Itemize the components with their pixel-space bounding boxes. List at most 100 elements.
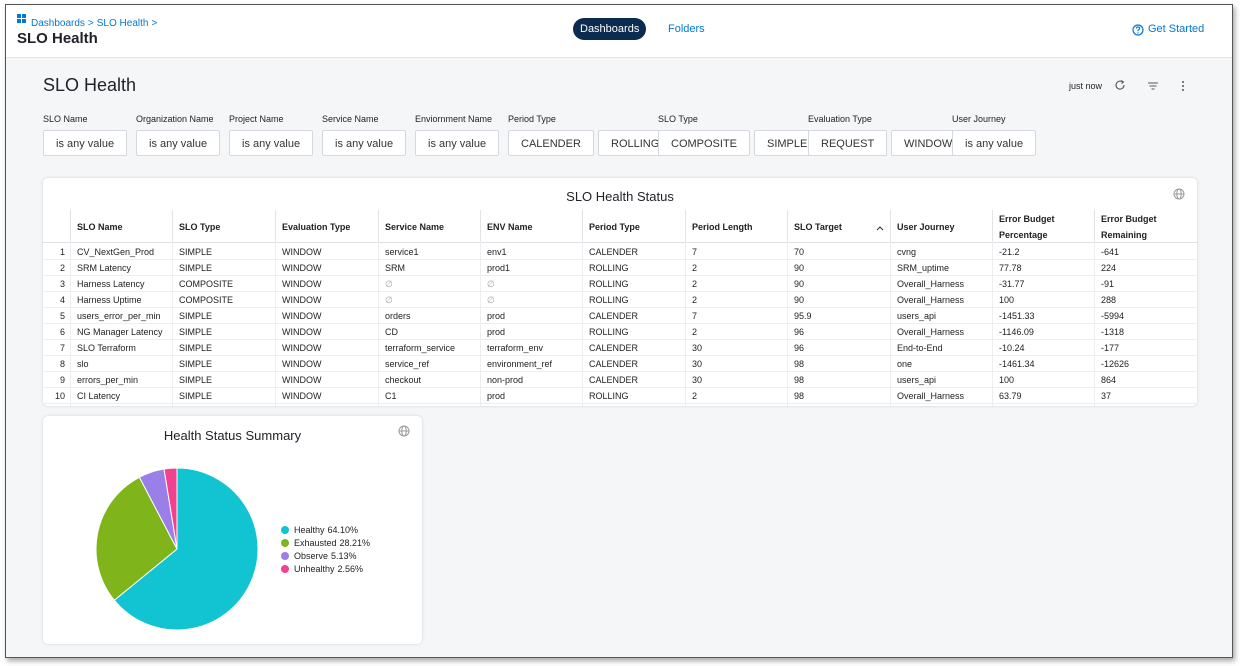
- legend-label: Observe 5.13%: [294, 551, 357, 561]
- table-cell: CI Latency: [77, 391, 121, 401]
- filter-button[interactable]: is any value: [136, 130, 221, 156]
- table-cell: prod: [487, 327, 506, 337]
- legend-value: 28.21%: [340, 538, 371, 548]
- filter-label: SLO Name: [43, 114, 88, 124]
- table-cell: Overall_Harness: [897, 295, 965, 305]
- table-cell: CALENDER: [589, 311, 639, 321]
- table-cell: 63.79: [999, 391, 1022, 401]
- column-divider: [992, 210, 993, 242]
- filter-button[interactable]: COMPOSITE: [658, 130, 751, 156]
- get-started-link[interactable]: Get Started: [1148, 23, 1205, 35]
- column-divider: [1094, 242, 1095, 406]
- filter-label: SLO Type: [658, 114, 698, 124]
- table-cell: prod1: [487, 263, 511, 273]
- column-header: SLO Name: [77, 222, 123, 232]
- filter-button[interactable]: is any value: [322, 130, 407, 156]
- help-icon: [1132, 24, 1144, 36]
- toolbar-icons[interactable]: [1114, 79, 1194, 93]
- table-cell: ∅: [487, 295, 495, 305]
- table-cell: WINDOW: [282, 375, 322, 385]
- table-cell: -21.2: [999, 247, 1020, 257]
- table-cell: cvng: [897, 247, 917, 257]
- table-cell: environment_ref: [487, 359, 553, 369]
- table-cell: SIMPLE: [179, 375, 213, 385]
- row-index: 5: [59, 311, 65, 321]
- table-cell: 95.9: [794, 311, 812, 321]
- table-cell: 7: [692, 247, 698, 257]
- column-header: Evaluation Type: [282, 222, 351, 232]
- row-index: 2: [59, 263, 65, 273]
- filter-button[interactable]: CALENDER: [508, 130, 594, 156]
- table-cell: 100: [999, 375, 1015, 385]
- table-cell: checkout: [385, 375, 422, 385]
- table-cell: users_api: [897, 311, 937, 321]
- filter-label: Period Type: [508, 114, 556, 124]
- table-cell: terraform_service: [385, 343, 456, 353]
- table-cell: COMPOSITE: [179, 295, 234, 305]
- app-frame: Dashboards > SLO Health > SLO Health Dashbo…: [5, 4, 1233, 658]
- table-cell: ∅: [487, 279, 495, 289]
- table-cell: WINDOW: [282, 295, 322, 305]
- column-divider: [378, 210, 379, 242]
- table-card: SLO Health Status SLO Name SLO Type Evalua…: [43, 178, 1197, 406]
- table-cell: WINDOW: [282, 263, 322, 273]
- filter-button[interactable]: is any value: [952, 130, 1037, 156]
- table-cell: -1461.34: [999, 359, 1035, 369]
- table-cell: non-prod: [487, 375, 524, 385]
- column-divider: [685, 210, 686, 242]
- table-cell: 30: [692, 375, 703, 385]
- pie-slice: [163, 467, 178, 550]
- column-divider: [275, 210, 276, 242]
- legend-value: 64.10%: [328, 525, 359, 535]
- chart-title: Health Status Summary: [163, 428, 302, 443]
- breadcrumb: Dashboards > SLO Health >: [31, 18, 158, 29]
- table-cell: SLO Terraform: [77, 343, 136, 353]
- table-cell: errors_per_min: [77, 375, 139, 385]
- filter-button[interactable]: is any value: [43, 130, 128, 156]
- filter-label: Evaluation Type: [808, 114, 872, 124]
- table-cell: 77.78: [999, 263, 1022, 273]
- table-cell: 90: [794, 279, 805, 289]
- table-cell: WINDOW: [282, 359, 322, 369]
- filter-button[interactable]: is any value: [415, 130, 500, 156]
- column-header: Service Name: [385, 222, 445, 232]
- table-cell: 37: [1101, 391, 1112, 401]
- table-cell: WINDOW: [282, 247, 322, 257]
- refresh-time: just now: [1069, 81, 1103, 91]
- row-divider: [43, 259, 1197, 260]
- table-cell: 90: [794, 263, 805, 273]
- tab[interactable]: Folders: [668, 23, 705, 35]
- filter-label: Enviornment Name: [415, 114, 493, 124]
- legend-swatch: [281, 526, 289, 534]
- filter-button[interactable]: REQUEST: [808, 130, 888, 156]
- legend-name: Healthy: [294, 525, 325, 535]
- tab-active[interactable]: Dashboards: [573, 18, 647, 40]
- column-divider: [582, 210, 583, 242]
- table-cell: -641: [1101, 247, 1120, 257]
- table-cell: 100: [999, 295, 1015, 305]
- column-divider: [787, 242, 788, 406]
- column-divider: [582, 242, 583, 406]
- table-cell: CALENDER: [589, 375, 639, 385]
- table-cell: ROLLING: [589, 263, 629, 273]
- legend-value: 5.13%: [331, 551, 357, 561]
- table-cell: COMPOSITE: [179, 279, 234, 289]
- table-cell: slo: [77, 359, 89, 369]
- row-divider: [43, 403, 1197, 404]
- row-divider: [43, 291, 1197, 292]
- filter-button[interactable]: is any value: [229, 130, 314, 156]
- table-cell: 2: [692, 263, 698, 273]
- legend-swatch: [281, 552, 289, 560]
- row-divider: [43, 355, 1197, 356]
- table-cell: 98: [794, 375, 805, 385]
- table-cell: 98: [794, 359, 805, 369]
- breadcrumb-link[interactable]: SLO Health: [96, 18, 149, 29]
- table-cell: -1318: [1101, 327, 1125, 337]
- row-divider: [43, 371, 1197, 372]
- table-cell: SRM Latency: [77, 263, 132, 273]
- sort-icon[interactable]: [875, 224, 885, 232]
- breadcrumb-link[interactable]: Dashboards: [31, 18, 85, 29]
- column-divider: [378, 242, 379, 406]
- table-cell: users_api: [897, 375, 937, 385]
